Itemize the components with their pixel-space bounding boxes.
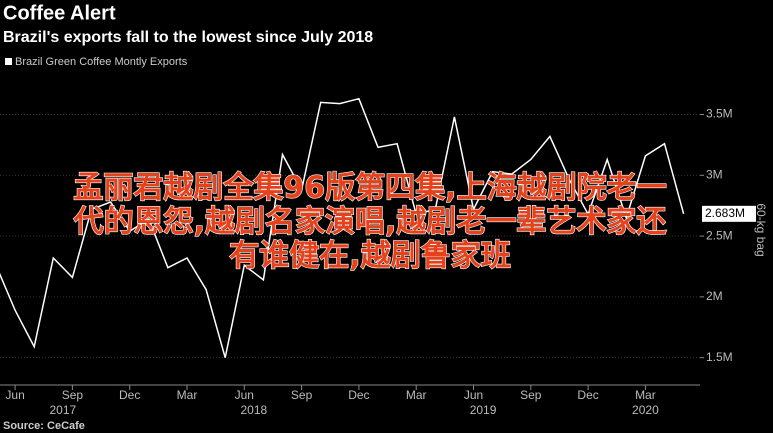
overlay-text: 孟丽君越剧全集96版第四集,上海越剧院老一 (73, 171, 666, 206)
x-year-label: 2019 (470, 403, 497, 417)
x-tick-label: Mar (635, 388, 656, 402)
x-tick-label: Dec (119, 388, 140, 402)
x-tick-label: Sep (291, 388, 313, 402)
y-tick-label: 3.5M (706, 107, 733, 121)
value-label: 2.683M (705, 206, 745, 220)
x-year-label: 2020 (632, 403, 659, 417)
x-tick-label: Dec (348, 388, 369, 402)
chart-title: Coffee Alert (3, 2, 116, 24)
chart-subtitle: Brazil's exports fall to the lowest sinc… (3, 29, 373, 46)
x-tick-label: Sep (520, 388, 542, 402)
x-tick-label: Dec (577, 388, 598, 402)
legend-swatch (5, 58, 12, 65)
x-tick-label: Jun (235, 388, 254, 402)
overlay-text: 有谁健在,越剧鲁家班 (229, 239, 510, 274)
x-tick-label: Mar (406, 388, 427, 402)
legend-label: Brazil Green Coffee Montly Exports (15, 56, 188, 68)
x-tick-label: Sep (62, 388, 84, 402)
source: Source: CeCafe (3, 420, 85, 432)
x-tick-label: Jun (5, 388, 24, 402)
line (0, 97, 685, 358)
overlay-text: 代的恩怨,越剧名家演唱,越剧老一辈艺术家还 (73, 205, 668, 240)
y-tick-label: 2M (706, 289, 723, 303)
value-label-box (702, 205, 756, 222)
y-tick-label: 2.5M (706, 228, 733, 242)
y-tick-label: 3M (706, 167, 723, 181)
x-tick-label: Mar (177, 388, 198, 402)
y-tick-label: 1.5M (706, 350, 733, 364)
y-axis-label: 60-kg bag (754, 203, 768, 256)
x-year-label: 2018 (240, 403, 267, 417)
x-year-label: 2017 (49, 403, 76, 417)
x-tick-label: Jun (464, 388, 483, 402)
